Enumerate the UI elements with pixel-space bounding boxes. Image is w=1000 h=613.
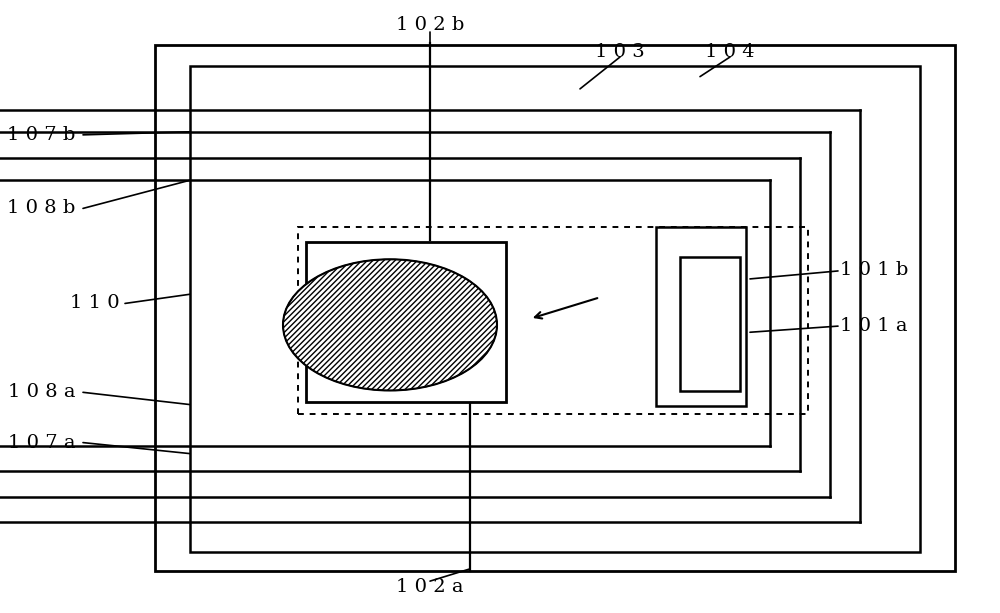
- Text: 1 0 7 b: 1 0 7 b: [7, 126, 75, 144]
- Text: 1 0 1 b: 1 0 1 b: [840, 261, 908, 279]
- Bar: [680, 257, 740, 391]
- Text: 1 0 2 a: 1 0 2 a: [396, 578, 464, 596]
- Text: 1 0 8 a: 1 0 8 a: [8, 383, 75, 402]
- Text: 1 1 0: 1 1 0: [70, 294, 120, 313]
- Text: 1 0 8 b: 1 0 8 b: [7, 199, 75, 218]
- Text: 1 0 1 a: 1 0 1 a: [840, 317, 908, 335]
- Text: 1 0 7 a: 1 0 7 a: [8, 433, 75, 452]
- Text: 1 0 4: 1 0 4: [705, 43, 755, 61]
- Text: 1 0 2 b: 1 0 2 b: [396, 15, 464, 34]
- Bar: [190, 66, 920, 552]
- Bar: [155, 45, 955, 571]
- Text: 1 0 3: 1 0 3: [595, 43, 645, 61]
- Circle shape: [283, 259, 497, 390]
- Bar: [656, 227, 746, 406]
- Bar: [298, 227, 808, 414]
- Bar: [306, 242, 506, 402]
